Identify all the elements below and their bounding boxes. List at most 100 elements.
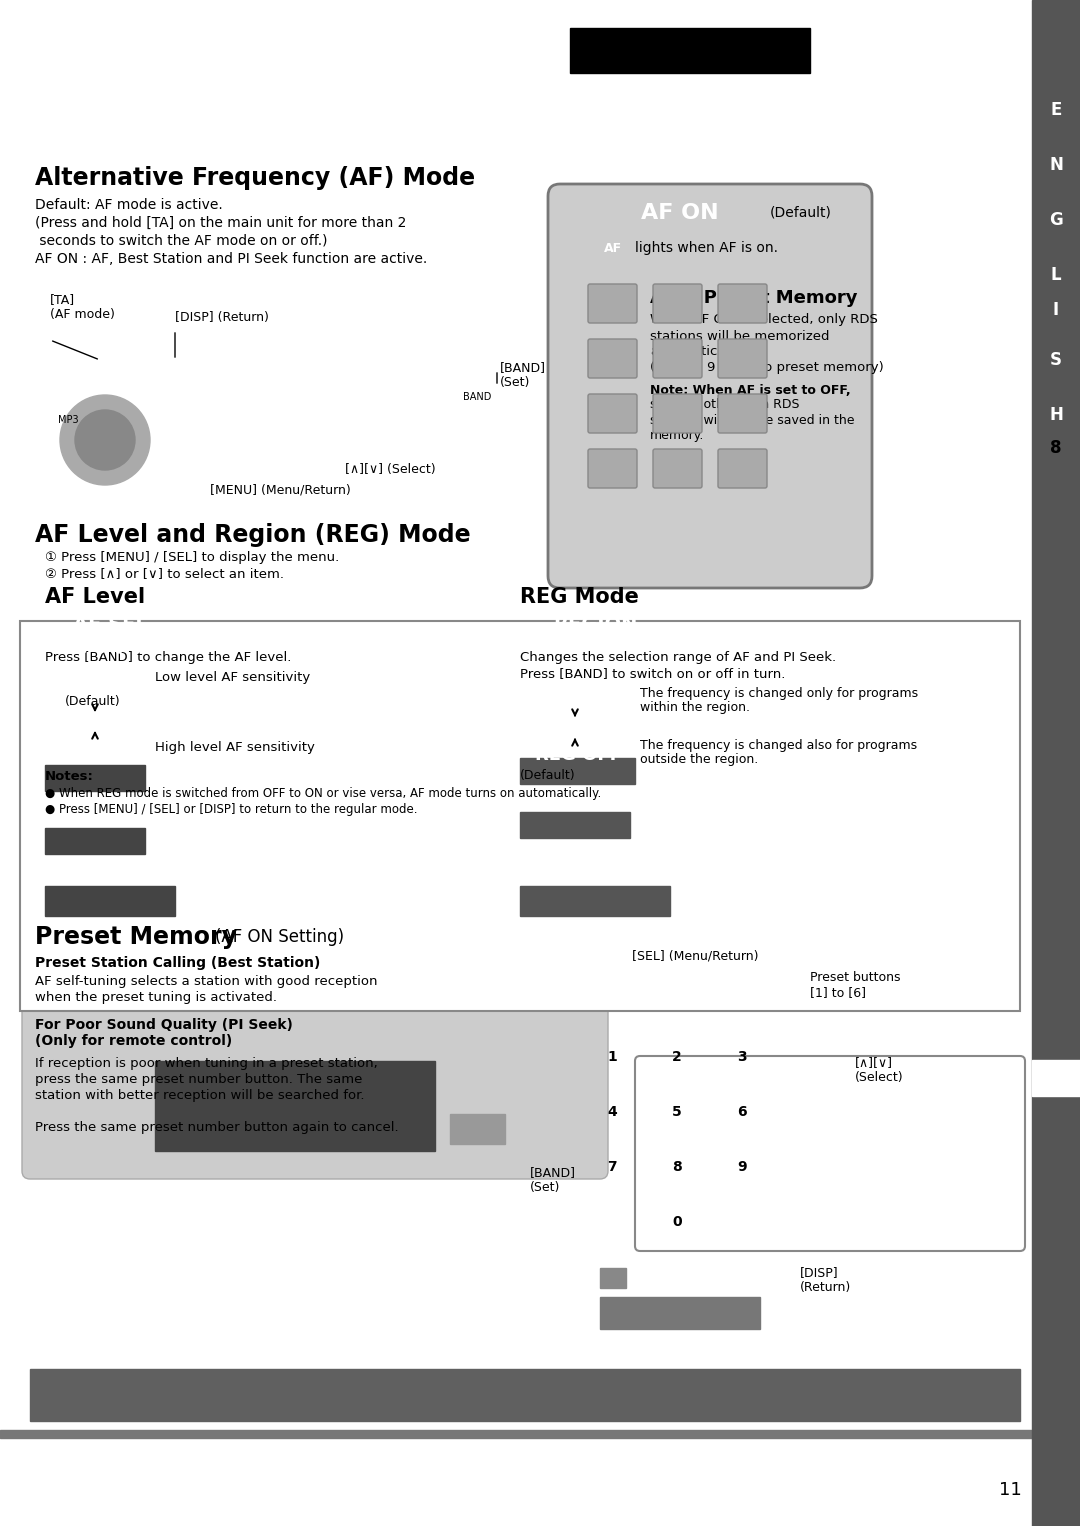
Text: ② Press [∧] or [∨] to select an item.: ② Press [∧] or [∨] to select an item. <box>45 568 284 580</box>
Bar <box>519 887 670 916</box>
Text: station with better reception will be searched for.: station with better reception will be se… <box>35 1088 365 1102</box>
Bar <box>519 758 635 784</box>
Text: 3: 3 <box>738 1050 746 1064</box>
Text: AF self-tuning selects a station with good reception: AF self-tuning selects a station with go… <box>35 975 378 989</box>
Text: L: L <box>1051 266 1062 284</box>
Text: outside the region.: outside the region. <box>640 752 758 766</box>
Bar <box>600 1297 760 1329</box>
Bar <box>156 1061 435 1151</box>
Text: automatically.: automatically. <box>650 345 743 359</box>
Text: stations will also be saved in the: stations will also be saved in the <box>650 414 854 426</box>
Bar <box>45 765 145 790</box>
FancyBboxPatch shape <box>653 339 702 378</box>
Text: [BAND]
(Set): [BAND] (Set) <box>500 362 546 389</box>
FancyBboxPatch shape <box>653 449 702 488</box>
Text: Preset Station Calling (Best Station): Preset Station Calling (Best Station) <box>35 955 321 971</box>
Text: REG OFF: REG OFF <box>535 746 621 765</box>
Text: 2: 2 <box>672 1050 681 1064</box>
Text: N: N <box>1049 156 1063 174</box>
Text: [∧][∨] (Select): [∧][∨] (Select) <box>345 464 435 476</box>
Text: [SEL] (Menu/Return): [SEL] (Menu/Return) <box>632 949 758 963</box>
Text: 8: 8 <box>672 1160 681 1173</box>
Text: (Press and hold [TA] on the main unit for more than 2: (Press and hold [TA] on the main unit fo… <box>35 217 406 230</box>
Bar <box>450 1114 505 1144</box>
Circle shape <box>75 410 135 470</box>
Text: MP3: MP3 <box>58 415 79 426</box>
Text: Note: When AF is set to OFF,: Note: When AF is set to OFF, <box>650 383 851 397</box>
Text: BAND: BAND <box>463 392 491 401</box>
Text: The frequency is changed only for programs: The frequency is changed only for progra… <box>640 688 918 700</box>
Bar <box>45 887 175 916</box>
Text: Notes:: Notes: <box>45 771 94 783</box>
Text: Panasonic CQ-DFX572N: Panasonic CQ-DFX572N <box>245 415 345 424</box>
Text: seconds to switch the AF mode on or off.): seconds to switch the AF mode on or off.… <box>35 233 327 249</box>
Text: AF: AF <box>604 241 622 255</box>
Text: Low level AF sensitivity: Low level AF sensitivity <box>156 671 310 685</box>
Text: within the region.: within the region. <box>640 702 750 714</box>
Text: [MENU] (Menu/Return): [MENU] (Menu/Return) <box>210 484 350 496</box>
Text: ● Press [MENU] / [SEL] or [DISP] to return to the regular mode.: ● Press [MENU] / [SEL] or [DISP] to retu… <box>45 803 418 815</box>
Circle shape <box>62 647 68 653</box>
Text: 8: 8 <box>1050 439 1062 456</box>
Text: AF SEL: AF SEL <box>72 615 147 635</box>
Text: Alternative Frequency (AF) Mode: Alternative Frequency (AF) Mode <box>35 166 475 191</box>
Bar <box>0 1430 1032 1437</box>
Text: REGION: REGION <box>553 615 637 635</box>
Text: (⇒ Page 9 for auto preset memory): (⇒ Page 9 for auto preset memory) <box>650 362 883 374</box>
Text: (Default): (Default) <box>519 769 576 783</box>
Bar <box>30 1369 1020 1421</box>
FancyBboxPatch shape <box>653 394 702 433</box>
Text: [BAND]
(Set): [BAND] (Set) <box>530 1166 576 1193</box>
Text: For Poor Sound Quality (PI Seek): For Poor Sound Quality (PI Seek) <box>35 1018 293 1032</box>
Text: (Only for remote control): (Only for remote control) <box>35 1035 232 1048</box>
FancyBboxPatch shape <box>718 284 767 324</box>
Text: I: I <box>1053 301 1059 319</box>
Text: AF Level and Region (REG) Mode: AF Level and Region (REG) Mode <box>35 523 471 546</box>
Text: AF  2: AF 2 <box>69 739 121 757</box>
Text: [TA]
(AF mode): [TA] (AF mode) <box>50 293 114 320</box>
Bar <box>1032 1061 1080 1096</box>
FancyBboxPatch shape <box>588 339 637 378</box>
FancyBboxPatch shape <box>588 394 637 433</box>
Text: Press [BAND] to switch on or off in turn.: Press [BAND] to switch on or off in turn… <box>519 667 785 681</box>
Text: AF ON: AF ON <box>642 203 719 223</box>
Text: When AF ON is selected, only RDS: When AF ON is selected, only RDS <box>650 313 878 327</box>
Text: Auto Preset Memory: Auto Preset Memory <box>650 288 858 307</box>
FancyBboxPatch shape <box>635 1056 1025 1251</box>
Text: (AF ON Setting): (AF ON Setting) <box>215 928 345 946</box>
Text: [DISP]
(Return): [DISP] (Return) <box>800 1267 851 1294</box>
Text: Preset Memory: Preset Memory <box>35 925 237 949</box>
Text: S: S <box>1050 351 1062 369</box>
Text: [DISP] (Return): [DISP] (Return) <box>175 311 269 325</box>
Text: 0: 0 <box>672 1215 681 1228</box>
Text: [∧][∨]
(Select): [∧][∨] (Select) <box>855 1056 904 1083</box>
Text: Press the same preset number button again to cancel.: Press the same preset number button agai… <box>35 1120 399 1134</box>
Text: (Default): (Default) <box>770 206 832 220</box>
Text: 9: 9 <box>738 1160 746 1173</box>
FancyBboxPatch shape <box>588 449 637 488</box>
Circle shape <box>116 647 122 653</box>
Text: Press [BAND] to change the AF level.: Press [BAND] to change the AF level. <box>45 652 292 664</box>
Text: 50Wx4: 50Wx4 <box>278 400 312 410</box>
Text: stations will be memorized: stations will be memorized <box>650 330 829 342</box>
Text: 4: 4 <box>607 1105 617 1119</box>
Text: 1: 1 <box>607 1050 617 1064</box>
Bar <box>600 1268 626 1288</box>
Text: If reception is poor when tuning in a preset station,: If reception is poor when tuning in a pr… <box>35 1056 378 1070</box>
FancyBboxPatch shape <box>718 394 767 433</box>
Text: Default: AF mode is active.: Default: AF mode is active. <box>35 198 222 212</box>
Text: (Default): (Default) <box>65 696 121 708</box>
Bar <box>45 829 145 855</box>
FancyBboxPatch shape <box>718 339 767 378</box>
Text: REG ON: REG ON <box>537 691 613 710</box>
Text: G: G <box>1049 211 1063 229</box>
Text: press the same preset number button. The same: press the same preset number button. The… <box>35 1073 363 1085</box>
FancyBboxPatch shape <box>548 185 872 588</box>
Text: AF ON : AF, Best Station and PI Seek function are active.: AF ON : AF, Best Station and PI Seek fun… <box>35 252 428 266</box>
Text: REG Mode: REG Mode <box>519 588 639 607</box>
Text: Preset buttons
[1] to [6]: Preset buttons [1] to [6] <box>810 971 901 1000</box>
Text: AF  1: AF 1 <box>69 676 121 694</box>
Text: Alternative Frequency (AF): Alternative Frequency (AF) <box>313 118 737 145</box>
Text: ① Press [MENU] / [SEL] to display the menu.: ① Press [MENU] / [SEL] to display the me… <box>45 551 339 565</box>
Text: High level AF sensitivity: High level AF sensitivity <box>156 742 315 754</box>
